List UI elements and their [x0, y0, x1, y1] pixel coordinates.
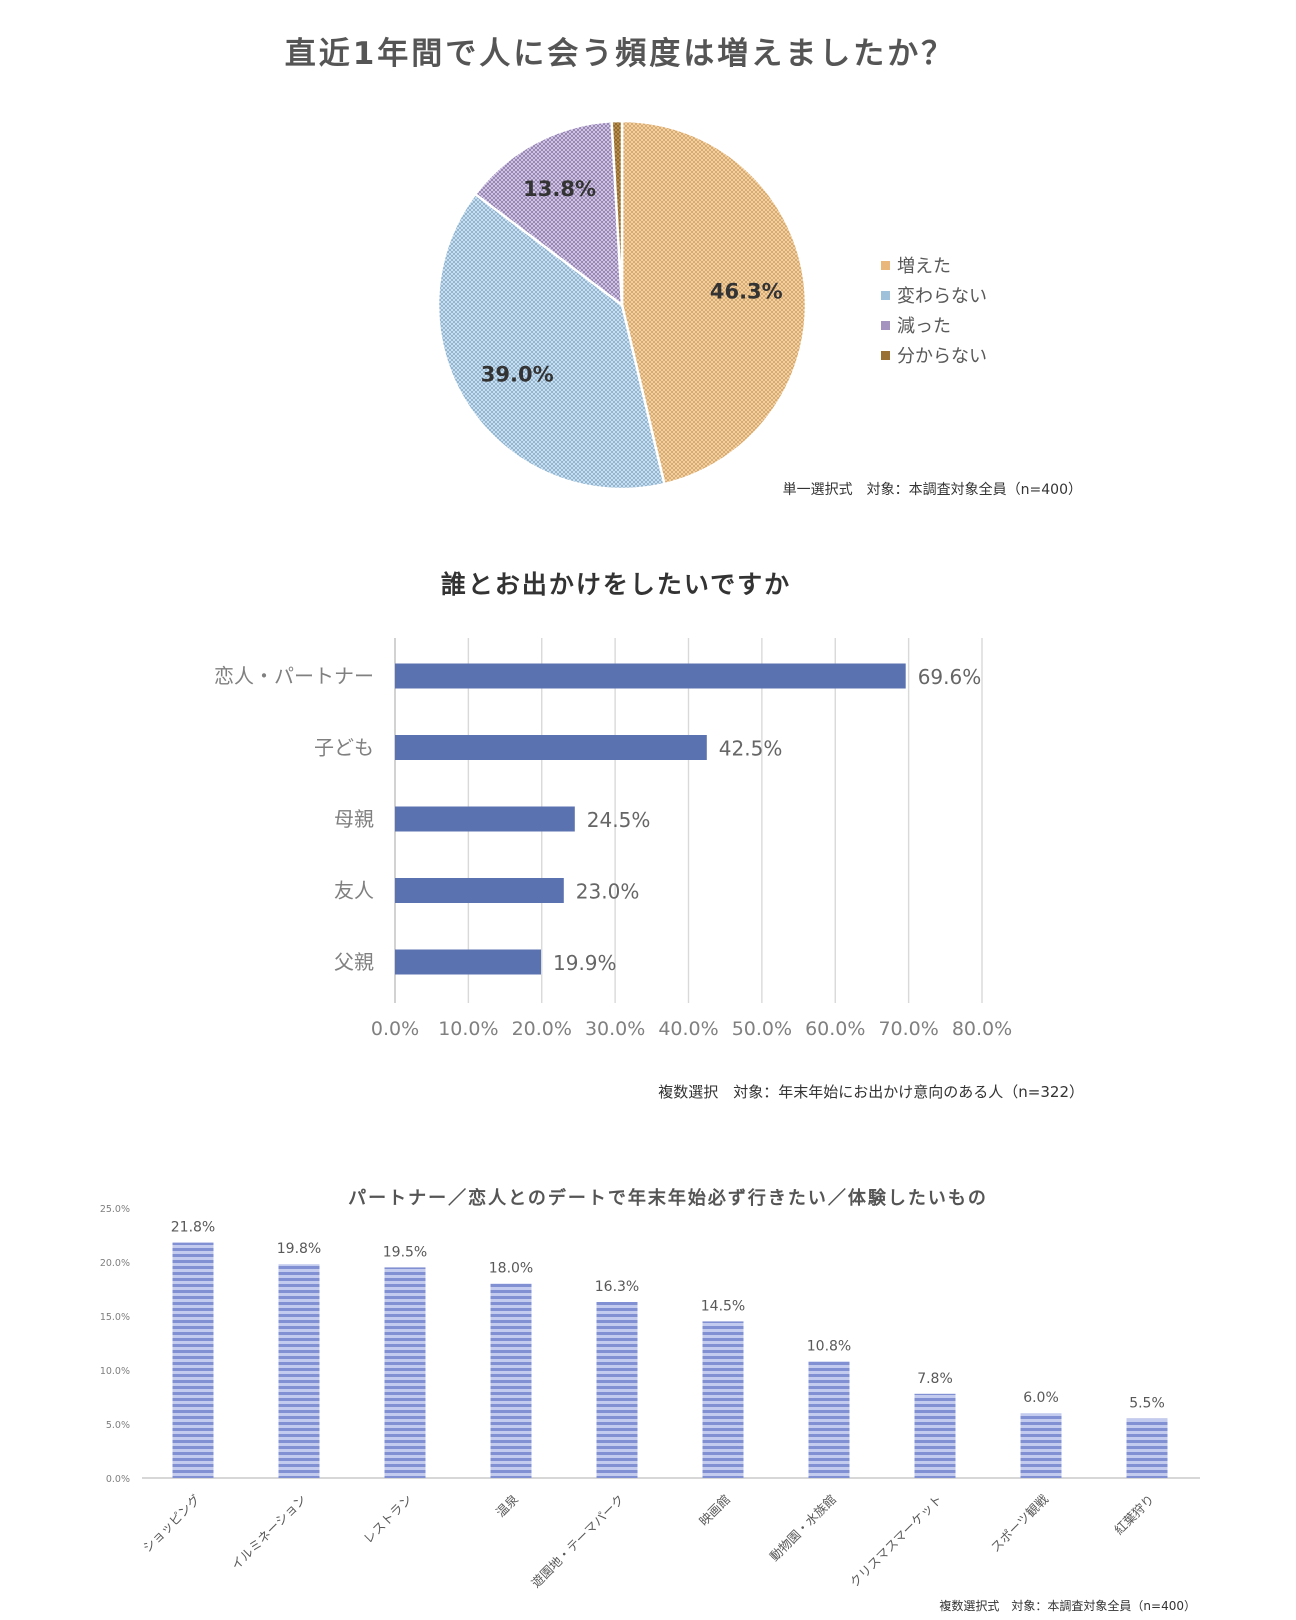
vbar-category-label-3: レストラン	[360, 1492, 415, 1547]
hbar-chart-note: 複数選択 対象：年末年始にお出かけ意向のある人（n=322）	[658, 1083, 1084, 1101]
hbar-category-label-2: 子ども	[314, 736, 374, 760]
vbar-tick-label-6: 25.0%	[100, 1204, 130, 1215]
hbar-data-labels: 69.6% 42.5% 24.5% 23.0% 19.9%	[553, 665, 981, 975]
vbar-category-label-9: スポーツ観戦	[988, 1491, 1052, 1555]
vbar-data-label-1: 21.8%	[171, 1220, 215, 1236]
hbar-category-label-3: 母親	[334, 807, 374, 831]
pie-slice-4	[610, 119, 624, 306]
vbar-category-label-6: 映画館	[696, 1492, 733, 1529]
vbar-chart-title: パートナー／恋人とのデートで年末年始必ず行きたい／体験したいもの	[348, 1187, 988, 1209]
pie-legend-label-1: 増えた	[897, 256, 951, 277]
vbar-category-labels: ショッピング イルミネーション レストラン 温泉 遊園地・テーマパーク 映画館 動物園・水族…	[139, 1491, 1157, 1590]
vbar-bar-5	[596, 1302, 638, 1478]
hbar-bar-5	[395, 949, 541, 975]
hbar-data-label-2: 42.5%	[719, 737, 783, 761]
hbar-tick-label-6: 50.0%	[732, 1018, 792, 1040]
vbar-chart-note: 複数選択式 対象：本調査対象全員（n=400）	[939, 1598, 1196, 1613]
pie-chart-title: 直近1年間で人に会う頻度は増えましたか？	[285, 36, 956, 72]
vbar-bar-7	[808, 1361, 850, 1478]
pie-slice-3	[473, 119, 624, 308]
vbar-data-label-8: 7.8%	[917, 1371, 953, 1387]
vbar-tick-label-5: 20.0%	[100, 1258, 130, 1269]
pie-data-label-3: 13.8%	[523, 177, 596, 201]
hbar-chart-title: 誰とお出かけをしたいですか	[441, 570, 791, 599]
pie-legend-swatch-4	[881, 351, 890, 360]
hbar-bar-3	[395, 806, 575, 832]
hbar-data-label-5: 19.9%	[553, 951, 617, 975]
vbar-data-label-6: 14.5%	[701, 1298, 745, 1314]
vbar-tick-label-3: 10.0%	[100, 1366, 130, 1377]
hbar-data-label-3: 24.5%	[587, 808, 651, 832]
vbar-bar-6	[702, 1321, 744, 1478]
hbar-bar-4	[395, 878, 564, 903]
vbar-data-label-10: 5.5%	[1129, 1396, 1165, 1412]
pie-data-label-2: 39.0%	[481, 362, 554, 386]
hbar-category-label-5: 父親	[334, 950, 374, 974]
vbar-bar-1	[172, 1242, 214, 1478]
hbar-tick-label-4: 30.0%	[585, 1018, 645, 1040]
pie-data-label-1: 46.3%	[710, 280, 783, 304]
vbar-data-labels: 21.8% 19.8% 19.5% 18.0% 16.3% 14.5% 10.8% 7.8% 6…	[171, 1220, 1165, 1412]
hbar-bar-1	[395, 663, 906, 689]
pie-chart-note: 単一選択式 対象：本調査対象全員（n=400）	[783, 481, 1082, 498]
pie-slices	[436, 119, 808, 491]
vbar-tick-label-4: 15.0%	[100, 1312, 130, 1323]
hbar-tick-label-9: 80.0%	[952, 1018, 1012, 1040]
vbar-data-label-5: 16.3%	[595, 1279, 639, 1295]
pie-slice-2	[436, 192, 666, 491]
vbar-bar-10	[1126, 1418, 1168, 1478]
vbar-tick-label-1: 0.0%	[106, 1474, 130, 1485]
hbar-tick-label-8: 70.0%	[878, 1018, 938, 1040]
vbar-bar-9	[1020, 1413, 1062, 1478]
hbar-category-label-1: 恋人・パートナー	[214, 664, 374, 688]
vbar-tick-label-2: 5.0%	[106, 1420, 130, 1431]
pie-legend-swatch-1	[881, 261, 890, 270]
vbar-data-label-7: 10.8%	[807, 1338, 851, 1354]
vbar-data-label-9: 6.0%	[1023, 1390, 1059, 1406]
vbar-bars	[172, 1242, 1168, 1478]
pie-legend-swatch-3	[881, 321, 890, 330]
hbar-category-label-4: 友人	[334, 879, 374, 903]
vbar-bar-4	[490, 1283, 532, 1478]
vertical-bar-chart: パートナー／恋人とのデートで年末年始必ず行きたい／体験したいもの 0.0% 5.0…	[100, 1187, 1200, 1613]
hbar-tick-labels: 0.0% 10.0% 20.0% 30.0% 40.0% 50.0% 60.0% 70.0% 8…	[371, 1018, 1012, 1040]
hbar-bar-2	[395, 735, 707, 760]
hbar-data-label-4: 23.0%	[576, 880, 640, 904]
pie-legend-label-2: 変わらない	[897, 286, 987, 307]
pie-legend-label-3: 減った	[897, 316, 951, 337]
vbar-category-label-1: ショッピング	[139, 1492, 203, 1556]
vbar-data-label-2: 19.8%	[277, 1241, 321, 1257]
vbar-category-label-8: クリスマスマーケット	[847, 1492, 945, 1590]
vbar-category-label-5: 遊園地・テーマパーク	[528, 1492, 627, 1591]
vbar-bar-3	[384, 1267, 426, 1478]
hbar-tick-label-3: 20.0%	[512, 1018, 572, 1040]
hbar-tick-label-5: 40.0%	[658, 1018, 718, 1040]
pie-data-labels: 46.3% 39.0% 13.8%	[481, 177, 783, 386]
vbar-data-label-4: 18.0%	[489, 1261, 533, 1277]
vbar-category-label-7: 動物園・水族館	[767, 1492, 839, 1564]
vbar-category-label-2: イルミネーション	[228, 1492, 309, 1573]
hbar-tick-label-2: 10.0%	[438, 1018, 498, 1040]
hbar-bars	[395, 663, 906, 975]
pie-legend-swatch-2	[881, 291, 890, 300]
vbar-category-label-4: 温泉	[493, 1491, 522, 1520]
hbar-tick-label-1: 0.0%	[371, 1018, 419, 1040]
hbar-tick-label-7: 60.0%	[805, 1018, 865, 1040]
vbar-data-label-3: 19.5%	[383, 1244, 427, 1260]
pie-chart: 直近1年間で人に会う頻度は増えましたか？ 46.3% 39.0% 13.8% 増えた…	[285, 36, 1082, 498]
vbar-bar-8	[914, 1393, 956, 1478]
vbar-tick-labels: 0.0% 5.0% 10.0% 15.0% 20.0% 25.0%	[100, 1204, 130, 1485]
pie-slice-1	[620, 119, 808, 486]
hbar-data-label-1: 69.6%	[918, 665, 982, 689]
vbar-bar-2	[278, 1264, 320, 1478]
pie-legend-label-4: 分からない	[897, 346, 987, 367]
vbar-category-label-10: 紅葉狩り	[1111, 1492, 1157, 1538]
